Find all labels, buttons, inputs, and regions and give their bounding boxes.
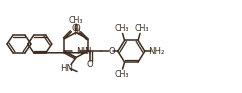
Text: CH₃: CH₃ <box>114 24 129 33</box>
Text: CH₃: CH₃ <box>135 24 149 33</box>
Text: CH₃: CH₃ <box>69 16 83 24</box>
Text: O: O <box>74 24 81 33</box>
Text: O: O <box>71 24 78 33</box>
Text: O: O <box>108 47 115 56</box>
Text: N: N <box>84 47 91 56</box>
Text: O: O <box>87 60 94 69</box>
Text: NH₂: NH₂ <box>149 47 165 56</box>
Text: N: N <box>73 28 79 37</box>
Text: HN: HN <box>60 64 74 73</box>
Text: CH₃: CH₃ <box>114 70 129 79</box>
Text: NH: NH <box>76 47 89 56</box>
